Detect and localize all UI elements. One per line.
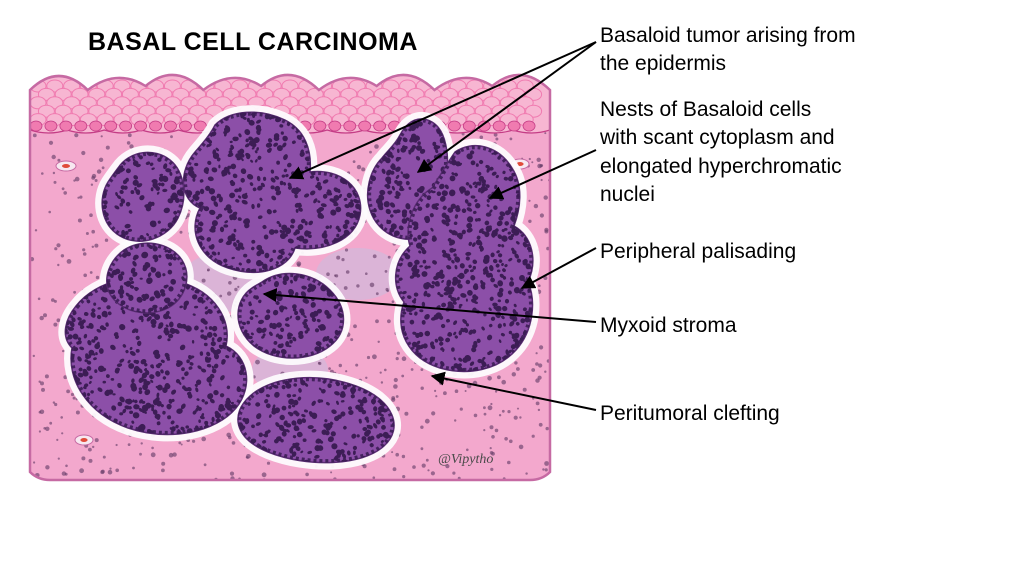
tissue-section xyxy=(28,70,559,482)
diagram-title: BASAL CELL CARCINOMA xyxy=(88,28,418,57)
histology-diagram xyxy=(0,0,1024,576)
label-nests: Nests of Basaloid cellswith scant cytopl… xyxy=(600,96,842,209)
label-myxoid: Myxoid stroma xyxy=(600,312,737,340)
signature: @Vipytho xyxy=(438,452,493,468)
label-palisading: Peripheral palisading xyxy=(600,238,796,266)
label-basaloid-tumor: Basaloid tumor arising fromthe epidermis xyxy=(600,22,856,79)
label-clefting: Peritumoral clefting xyxy=(600,400,780,428)
